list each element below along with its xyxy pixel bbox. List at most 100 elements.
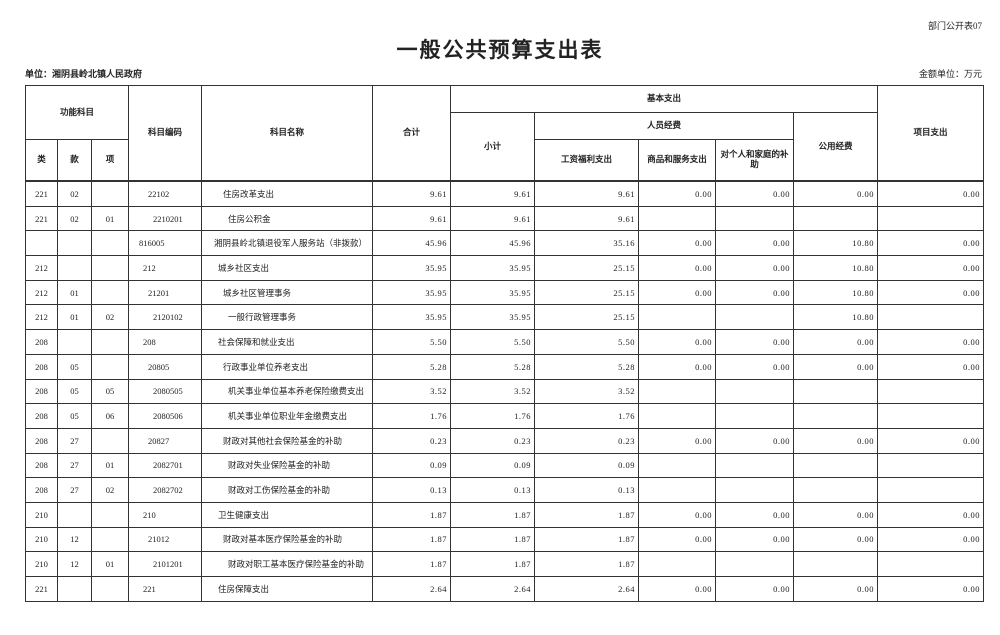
cell-code: 2082702 — [128, 477, 202, 503]
cell-goods: 0.00 — [638, 230, 716, 257]
cell-personal — [715, 551, 794, 577]
cell-wage: 1.87 — [534, 526, 639, 553]
page-title: 一般公共预算支出表 — [396, 38, 604, 62]
cell-project: 0.00 — [877, 501, 984, 528]
cell-lei: 212 — [25, 255, 58, 281]
cell-public: 0.00 — [793, 576, 878, 602]
table-row: 212 212 城乡社区支出 35.95 35.95 25.15 0.00 0.00 10.80… — [25, 255, 984, 281]
header-personnel: 人员经费 — [534, 112, 794, 140]
cell-public — [793, 378, 878, 405]
cell-total: 3.52 — [372, 378, 451, 405]
cell-project: 0.00 — [877, 427, 984, 454]
cell-subtotal: 35.95 — [450, 255, 535, 281]
cell-subtotal: 5.28 — [450, 353, 535, 380]
cell-wage: 25.15 — [534, 255, 639, 281]
cell-personal — [715, 477, 794, 503]
cell-subtotal: 35.95 — [450, 279, 535, 306]
cell-code: 221 — [128, 576, 202, 602]
cell-code: 20805 — [128, 353, 202, 380]
cell-wage: 25.15 — [534, 304, 639, 331]
cell-project: 0.00 — [877, 353, 984, 380]
cell-total: 35.95 — [372, 255, 451, 281]
cell-public: 0.00 — [793, 329, 878, 355]
cell-total: 45.96 — [372, 230, 451, 257]
cell-name: 财政对工伤保险基金的补助 — [201, 477, 373, 503]
table-row: 208 05 20805 行政事业单位养老支出 5.28 5.28 5.28 0.00 0.00… — [25, 353, 984, 380]
header-basic: 基本支出 — [450, 85, 878, 113]
cell-total: 2.64 — [372, 576, 451, 602]
cell-goods: 0.00 — [638, 501, 716, 528]
cell-subtotal: 1.87 — [450, 526, 535, 553]
table-row: 221 02 22102 住房改革支出 9.61 9.61 9.61 0.00 0.00 0.00… — [25, 180, 984, 207]
cell-kuan: 01 — [57, 304, 92, 331]
cell-code: 212 — [128, 255, 202, 281]
cell-subtotal: 9.61 — [450, 180, 535, 207]
cell-name: 财政对职工基本医疗保险基金的补助 — [201, 551, 373, 577]
cell-wage: 2.64 — [534, 576, 639, 602]
cell-subtotal: 1.87 — [450, 551, 535, 577]
cell-kuan: 02 — [57, 180, 92, 207]
cell-goods: 0.00 — [638, 180, 716, 207]
cell-lei — [25, 230, 58, 257]
cell-total: 0.09 — [372, 452, 451, 479]
cell-goods: 0.00 — [638, 427, 716, 454]
cell-name: 一般行政管理事务 — [201, 304, 373, 331]
header-name: 科目名称 — [201, 85, 373, 182]
cell-code: 21012 — [128, 526, 202, 553]
cell-lei: 210 — [25, 551, 58, 577]
cell-wage: 1.87 — [534, 501, 639, 528]
cell-xiang — [91, 353, 129, 380]
table-row: 208 208 社会保障和就业支出 5.50 5.50 5.50 0.00 0.00 0.00 0… — [25, 329, 984, 355]
cell-project — [877, 304, 984, 331]
cell-wage: 0.23 — [534, 427, 639, 454]
cell-lei: 210 — [25, 526, 58, 553]
cell-kuan — [57, 576, 92, 602]
cell-project: 0.00 — [877, 526, 984, 553]
cell-lei: 208 — [25, 329, 58, 355]
cell-xiang — [91, 329, 129, 355]
header-subtotal: 小计 — [450, 112, 535, 182]
cell-project: 0.00 — [877, 576, 984, 602]
header-kuan: 款 — [57, 139, 92, 182]
cell-project: 0.00 — [877, 329, 984, 355]
cell-code: 2080506 — [128, 403, 202, 429]
cell-xiang: 01 — [91, 452, 129, 479]
cell-personal: 0.00 — [715, 501, 794, 528]
cell-code: 208 — [128, 329, 202, 355]
cell-subtotal: 2.64 — [450, 576, 535, 602]
cell-personal: 0.00 — [715, 576, 794, 602]
cell-lei: 208 — [25, 427, 58, 454]
cell-xiang: 01 — [91, 205, 129, 232]
cell-goods: 0.00 — [638, 526, 716, 553]
cell-lei: 221 — [25, 180, 58, 207]
cell-project: 0.00 — [877, 230, 984, 257]
cell-lei: 221 — [25, 205, 58, 232]
cell-lei: 208 — [25, 353, 58, 380]
cell-personal — [715, 403, 794, 429]
header-code: 科目编码 — [128, 85, 202, 182]
table-row: 212 01 21201 城乡社区管理事务 35.95 35.95 25.15 0.00 0.0… — [25, 279, 984, 306]
table-row: 208 05 05 2080505 机关事业单位基本养老保险缴费支出 3.52 3.52 3.… — [25, 378, 984, 405]
cell-xiang — [91, 501, 129, 528]
cell-name: 住房改革支出 — [201, 180, 373, 207]
cell-subtotal: 1.76 — [450, 403, 535, 429]
cell-personal: 0.00 — [715, 353, 794, 380]
cell-xiang — [91, 427, 129, 454]
cell-name: 城乡社区管理事务 — [201, 279, 373, 306]
cell-goods — [638, 378, 716, 405]
cell-wage: 25.15 — [534, 279, 639, 306]
cell-public: 0.00 — [793, 180, 878, 207]
cell-total: 1.76 — [372, 403, 451, 429]
cell-goods: 0.00 — [638, 353, 716, 380]
cell-project — [877, 378, 984, 405]
cell-total: 1.87 — [372, 526, 451, 553]
cell-goods: 0.00 — [638, 576, 716, 602]
cell-personal: 0.00 — [715, 427, 794, 454]
cell-subtotal: 0.09 — [450, 452, 535, 479]
cell-total: 35.95 — [372, 304, 451, 331]
cell-lei: 221 — [25, 576, 58, 602]
form-number: 部门公开表07 — [927, 21, 982, 31]
cell-subtotal: 5.50 — [450, 329, 535, 355]
table-row: 208 27 02 2082702 财政对工伤保险基金的补助 0.13 0.13 0.13 — [25, 477, 984, 503]
cell-xiang — [91, 230, 129, 257]
